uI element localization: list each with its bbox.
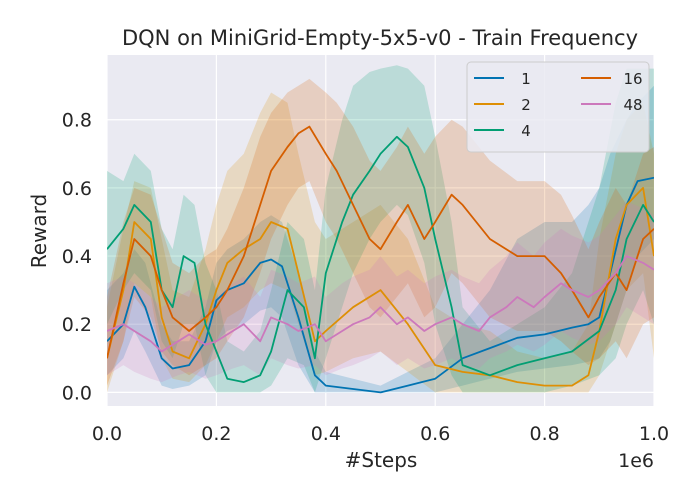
legend-label-1: 1 <box>521 70 531 88</box>
legend-label-16: 16 <box>623 70 642 88</box>
y-tick-label: 0.2 <box>62 314 92 336</box>
x-tick-label: 0.2 <box>201 423 231 445</box>
x-scale-label: 1e6 <box>618 450 654 472</box>
x-tick-label: 0.0 <box>92 423 122 445</box>
y-tick-label: 0.4 <box>62 246 92 268</box>
x-tick-label: 1.0 <box>639 423 669 445</box>
line-series-1 <box>107 176 654 394</box>
y-tick-label: 0.8 <box>62 110 92 132</box>
line-series-48 <box>107 255 654 353</box>
line-series-16 <box>107 125 654 359</box>
y-tick-labels: 0.0 0.2 0.4 0.6 0.8 <box>62 110 92 405</box>
legend-label-48: 48 <box>623 96 642 114</box>
band-series-4 <box>107 65 654 393</box>
legend-label-4: 4 <box>521 122 531 140</box>
y-tick-label: 0.0 <box>62 382 92 404</box>
chart-title: DQN on MiniGrid-Empty-5x5-v0 - Train Fre… <box>122 26 638 50</box>
x-tick-label: 0.8 <box>529 423 559 445</box>
y-tick-label: 0.6 <box>62 178 92 200</box>
band-series-16 <box>107 78 654 386</box>
line-series-4 <box>107 135 654 384</box>
y-axis-label: Reward <box>27 194 51 268</box>
legend-label-2: 2 <box>521 96 531 114</box>
x-tick-label: 0.6 <box>420 423 450 445</box>
line-series-2 <box>107 186 654 387</box>
band-series-2 <box>107 92 654 393</box>
series-lines <box>107 125 654 394</box>
x-axis-label: #Steps <box>345 448 418 472</box>
x-tick-label: 0.4 <box>311 423 341 445</box>
legend: 1 2 4 16 48 <box>466 61 650 153</box>
x-tick-labels: 0.0 0.2 0.4 0.6 0.8 1.0 <box>92 423 669 445</box>
band-series-1 <box>107 85 654 393</box>
legend-frame <box>466 61 650 153</box>
